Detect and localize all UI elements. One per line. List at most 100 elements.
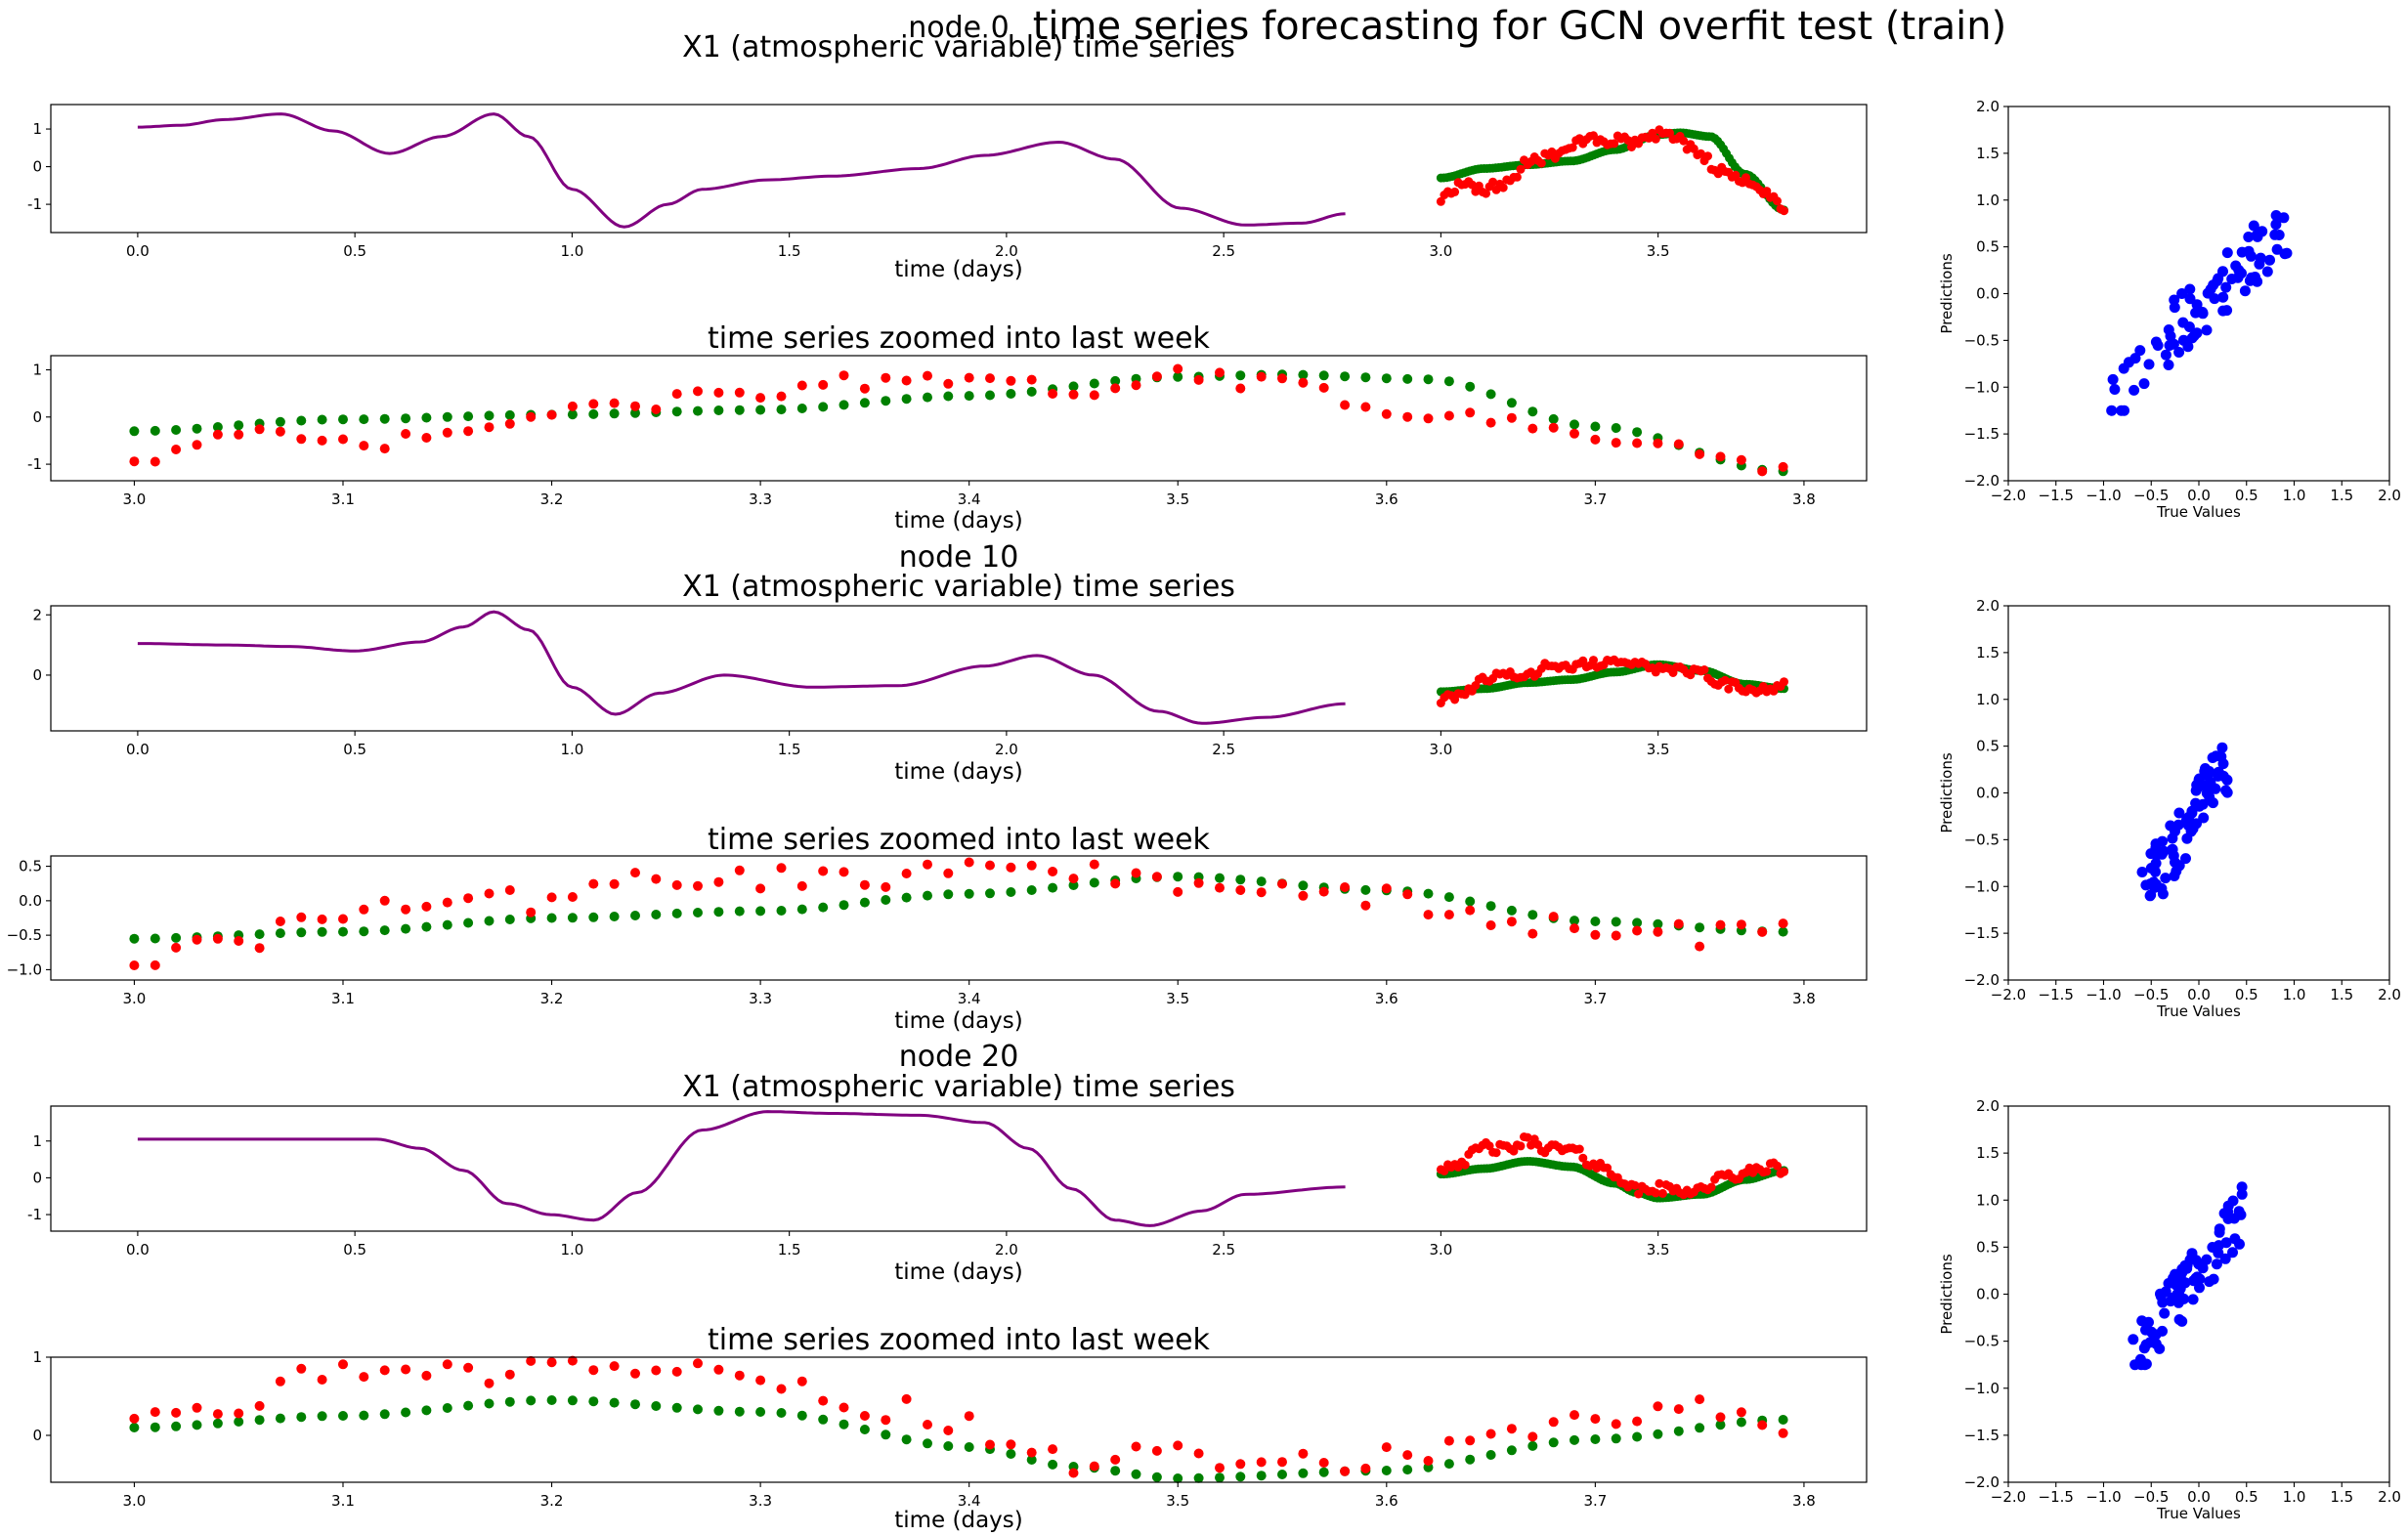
scatter-point	[2156, 882, 2168, 894]
timeseries-title: X1 (atmospheric variable) time series	[682, 1070, 1235, 1104]
zoom-true-point	[317, 435, 327, 446]
zoom-true-point	[1256, 371, 1267, 382]
scatter-y-tick-label: −0.5	[1964, 331, 2000, 349]
zoom-true-point	[317, 914, 327, 924]
zoom-prediction-point	[1485, 389, 1496, 400]
zoom-prediction-point	[943, 1441, 954, 1451]
zoom-true-point	[1611, 438, 1621, 448]
scatter-point	[2163, 360, 2174, 370]
zoom-true-point	[1340, 882, 1351, 892]
zoom-true-point	[734, 387, 745, 398]
zoom-true-point	[484, 422, 494, 433]
scatter-point	[2208, 279, 2219, 291]
scatter-point	[2160, 873, 2172, 884]
zoom-x-tick-label: 3.6	[1375, 1492, 1398, 1510]
zoom-prediction-point	[1277, 1470, 1287, 1479]
zoom-true-point	[1548, 1417, 1559, 1428]
zoom-true-point	[588, 399, 599, 409]
zoom-prediction-point	[504, 915, 515, 924]
node-title: node 0	[908, 11, 1010, 45]
zoom-true-point	[317, 1375, 327, 1385]
scatter-y-tick-label: 1.5	[1976, 644, 2000, 661]
zoom-true-point	[943, 868, 954, 878]
zoom-true-point	[1695, 941, 1705, 952]
zoom-true-point	[671, 389, 682, 400]
zoom-true-point	[1548, 422, 1559, 433]
zoom-prediction-point	[150, 1422, 160, 1432]
zoom-true-point	[421, 901, 432, 912]
scatter-point	[2248, 220, 2259, 232]
history-line	[137, 610, 1346, 725]
zoom-prediction-point	[567, 1395, 578, 1406]
zoom-prediction-point	[1778, 1415, 1788, 1425]
zoom-prediction-point	[796, 904, 807, 915]
zoom-true-point	[442, 1359, 452, 1370]
x-tick-label: 1.0	[560, 1241, 583, 1259]
scatter-x-tick-label: 0.0	[2187, 986, 2211, 1003]
x-tick-label: 0.5	[343, 1241, 366, 1259]
scatter-point	[2228, 1213, 2240, 1224]
x-tick-label: 3.0	[1429, 1241, 1452, 1259]
zoom-prediction-point	[192, 423, 202, 434]
zoom-true-point	[1715, 451, 1726, 462]
zoom-prediction-point	[254, 929, 265, 940]
scatter-point	[2191, 299, 2203, 311]
zoom-true-point	[1653, 438, 1663, 448]
zoom-true-point	[901, 1393, 912, 1404]
zoom-prediction-point	[1026, 885, 1037, 895]
zoom-true-point	[630, 1368, 640, 1379]
zoom-true-point	[1381, 408, 1392, 419]
zoom-true-point	[567, 892, 578, 902]
scatter-point	[2170, 1268, 2181, 1280]
zoom-prediction-point	[338, 926, 348, 937]
zoom-prediction-point	[1527, 1440, 1538, 1451]
true-point	[1630, 1180, 1640, 1190]
zoom-true-point	[1695, 448, 1705, 459]
zoom-prediction-point	[1673, 1426, 1684, 1436]
zoom-true-point	[1277, 1457, 1287, 1468]
zoom-true-point	[964, 1411, 974, 1422]
zoom-prediction-point	[1653, 918, 1663, 929]
scatter-point	[2176, 288, 2188, 299]
zoom-prediction-point	[818, 402, 829, 412]
scatter-point	[2184, 1254, 2196, 1265]
scatter-point	[2167, 844, 2177, 856]
zoom-x-tick-label: 3.2	[540, 1492, 564, 1510]
scatter-y-tick-label: 0.0	[1976, 1286, 2000, 1303]
y-tick-label: 0	[32, 666, 42, 684]
zoom-true-point	[567, 1355, 578, 1366]
zoom-true-point	[1215, 1463, 1225, 1473]
zoom-prediction-point	[1465, 381, 1476, 392]
zoom-true-point	[943, 1426, 954, 1435]
zoom-true-point	[1193, 374, 1204, 385]
zoom-true-point	[338, 434, 348, 445]
zoom-x-tick-label: 3.0	[122, 1492, 146, 1510]
scatter-x-tick-label: 0.5	[2235, 986, 2258, 1003]
zoom-prediction-point	[1611, 1433, 1621, 1444]
true-point	[1773, 1161, 1782, 1171]
scatter-point	[2221, 247, 2233, 259]
zoom-prediction-point	[463, 411, 474, 422]
zoom-prediction-point	[317, 414, 327, 425]
scatter-y-tick-label: 2.0	[1976, 1097, 2000, 1115]
scatter-point	[2180, 853, 2191, 865]
true-point	[1773, 196, 1782, 206]
zoom-true-point	[1506, 412, 1517, 423]
timeseries-xlabel: time (days)	[894, 759, 1023, 785]
zoom-prediction-point	[838, 900, 849, 911]
scatter-x-tick-label: −1.0	[2086, 986, 2121, 1003]
zoom-true-point	[567, 401, 578, 411]
zoom-prediction-point	[1632, 917, 1643, 928]
zoom-true-point	[651, 1365, 662, 1376]
zoom-prediction-point	[1173, 1473, 1183, 1483]
scatter-point	[2150, 1338, 2162, 1349]
scatter-point	[2197, 1262, 2209, 1274]
true-point	[1516, 1141, 1526, 1151]
zoom-prediction-point	[1089, 378, 1099, 389]
node-title: node 20	[899, 1040, 1019, 1074]
zoom-prediction-point	[1235, 370, 1246, 381]
zoom-true-point	[546, 409, 557, 420]
zoom-true-point	[1423, 413, 1434, 424]
zoom-prediction-point	[776, 405, 787, 415]
scatter-point	[2209, 293, 2220, 305]
